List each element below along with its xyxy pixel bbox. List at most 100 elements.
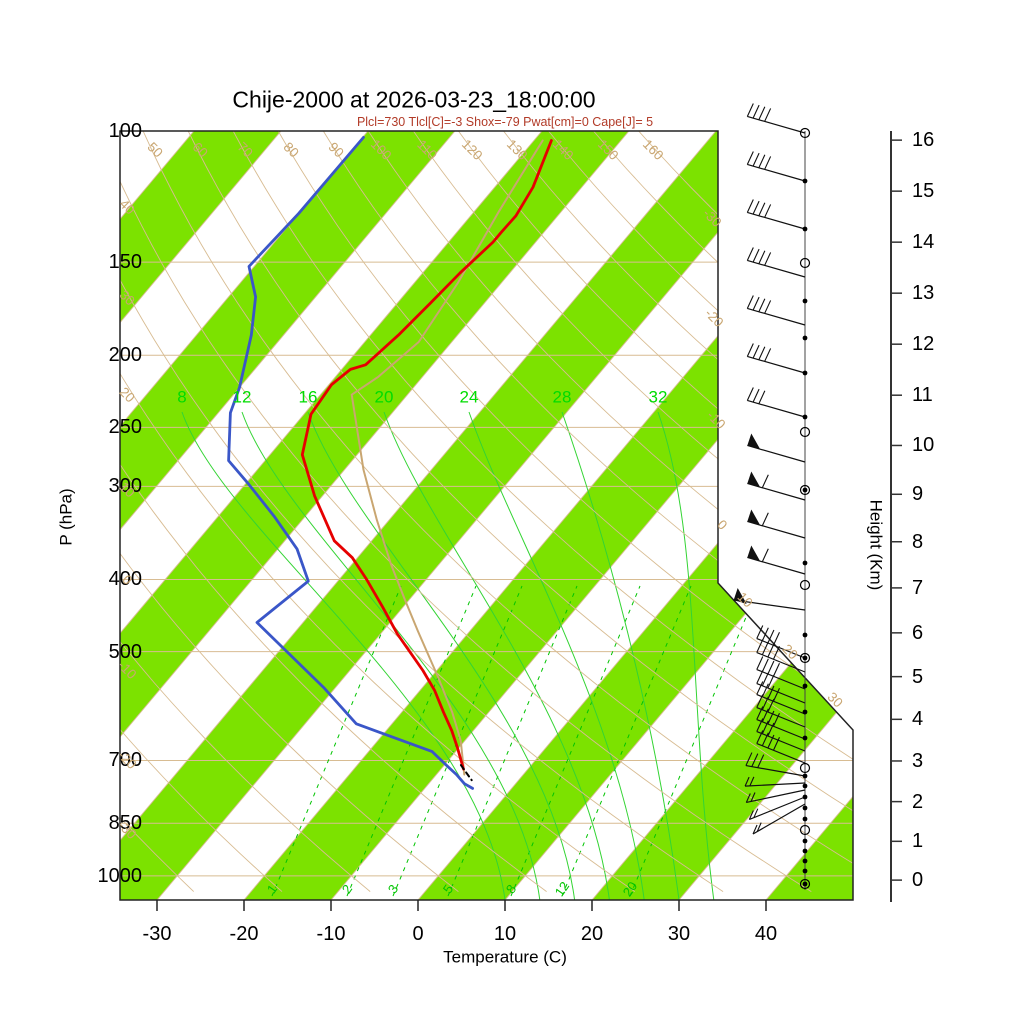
wind-barb-staff	[745, 764, 806, 777]
wind-barb-tick	[758, 202, 766, 216]
wind-barb-tick	[748, 810, 754, 820]
wind-barb-tick	[764, 108, 772, 122]
wind-level-dot	[802, 414, 808, 420]
wind-barb-tick	[772, 713, 780, 727]
mixing-ratio-line	[629, 585, 760, 897]
moist-adiabat-line	[181, 411, 506, 900]
moist-adiabat-label: 16	[298, 387, 318, 407]
wind-barb-tick	[761, 627, 769, 641]
wind-barb-tick	[767, 698, 775, 713]
pressure-tick-label: 100	[108, 119, 142, 142]
moist-adiabat-label: 32	[648, 387, 668, 407]
temperature-tick-label: -10	[316, 923, 346, 945]
profiles-group	[227, 135, 553, 790]
wind-barb-tick	[761, 548, 769, 562]
wind-barb-staff	[756, 742, 806, 764]
pressure-tick-label: 250	[108, 416, 142, 439]
wind-barb-tick	[752, 104, 760, 119]
wind-level-dot	[802, 632, 808, 638]
isotherm-shading-band	[0, 131, 107, 900]
wind-barb-tick	[753, 808, 759, 818]
isotherm-shading-band	[120, 131, 629, 900]
dry-adiabat-line	[548, 131, 853, 893]
wind-barb-tick	[767, 629, 775, 644]
wind-level-dot	[802, 858, 808, 864]
pressure-tick-label: 150	[108, 251, 142, 274]
wind-barb-tick	[772, 737, 780, 751]
isotherm-line	[0, 131, 107, 900]
wind-barb-staff	[747, 259, 806, 278]
isotherm-line	[0, 131, 20, 900]
wind-barb-tick	[761, 672, 769, 686]
wind-barb-tick	[758, 154, 766, 168]
height-tick-label: 6	[912, 621, 924, 644]
wind-level-dot	[802, 298, 808, 304]
isotherm-shading-band	[120, 131, 455, 900]
wind-level-dot	[802, 805, 808, 811]
mixing-ratio-line	[510, 585, 641, 897]
height-tick-label: 12	[912, 333, 935, 356]
wind-barb-tick	[752, 344, 760, 359]
wind-barb-tick	[767, 722, 775, 737]
wind-level-circle	[799, 484, 811, 496]
moist-adiabat-line	[468, 411, 645, 900]
dry-adiabat-line	[120, 131, 547, 892]
isotherm-shading-band	[592, 131, 853, 900]
pressure-axis-title: P (hPa)	[56, 488, 76, 546]
wind-level-dot	[802, 370, 808, 376]
wind-level-dot	[802, 794, 808, 800]
isotherm-shading-band	[120, 131, 803, 900]
temperature-curve	[300, 139, 553, 771]
wind-barb-staff	[747, 163, 806, 182]
pressure-tick-label: 1000	[97, 864, 143, 887]
wind-barb-tick	[756, 706, 764, 720]
wind-barb-tick	[756, 822, 762, 832]
wind-barb-tick	[772, 663, 780, 677]
mixing-ratio-line	[271, 585, 402, 897]
wind-level-dot	[802, 487, 808, 493]
wind-barb-tick	[757, 754, 765, 768]
wind-barb-tick	[749, 776, 755, 787]
height-tick-label: 16	[912, 129, 935, 152]
moist-adiabat-line	[561, 411, 680, 900]
wind-level-dot	[802, 560, 808, 566]
dry-adiabat-line	[120, 131, 283, 892]
chart-title: Chije-2000 at 2026-03-23_18:00:00	[232, 86, 596, 113]
temperature-tick-label: 0	[412, 923, 424, 945]
wind-barb-tick	[758, 106, 766, 120]
wind-barb-tick	[746, 343, 754, 357]
wind-barb-tick	[756, 670, 764, 684]
dry-adiabat-line	[120, 131, 812, 892]
wind-barb-tick	[761, 474, 769, 488]
wind-level-circle	[799, 824, 811, 836]
wind-barb-pennant	[747, 509, 761, 526]
wind-barb-tick	[756, 681, 764, 695]
wind-level-dot	[802, 709, 808, 715]
wind-barb-tick	[752, 200, 760, 215]
wind-barb-staff	[747, 399, 806, 418]
height-tick-label: 9	[912, 483, 924, 506]
wind-barb-tick	[750, 792, 756, 802]
wind-barb-tick	[746, 103, 754, 117]
wind-barb-tick	[746, 387, 754, 401]
wind-barb-tick	[744, 776, 750, 787]
wind-barb-tick	[761, 732, 769, 746]
height-axis-group	[890, 131, 902, 902]
height-tick-label: 2	[912, 790, 924, 813]
dry-adiabat-line	[187, 131, 853, 892]
dry-adiabat-line	[593, 131, 853, 893]
wind-barb-tick	[752, 296, 760, 311]
pressure-tick-label: 500	[108, 640, 142, 663]
wind-level-circle	[799, 762, 811, 774]
pressure-tick-label: 850	[108, 812, 142, 835]
moist-adiabat-label: 20	[374, 387, 394, 407]
wind-level-dot	[802, 816, 808, 822]
x-axis-title: Temperature (C)	[443, 947, 567, 967]
dry-adiabat-line	[232, 131, 853, 892]
wind-barb-staff	[747, 115, 806, 134]
wind-level-dot	[802, 783, 808, 789]
plot-frame	[119, 130, 854, 901]
wind-barb-tick	[756, 639, 764, 653]
